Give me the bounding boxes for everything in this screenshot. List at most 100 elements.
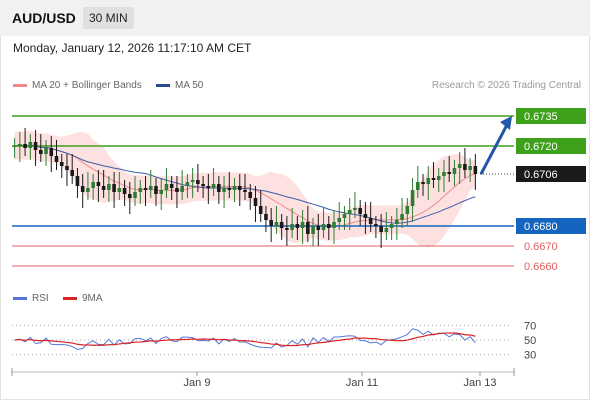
candle-body — [164, 184, 169, 190]
candle-body — [243, 190, 247, 192]
candle-body — [65, 166, 69, 170]
candle-body — [196, 180, 200, 184]
last-price-tag — [516, 166, 586, 182]
candle-body — [326, 224, 331, 228]
candle-body — [311, 226, 315, 234]
rsi-swatch — [13, 296, 27, 300]
candle-body — [154, 186, 158, 194]
candle-body — [368, 218, 373, 224]
candle-body — [374, 224, 378, 226]
candle-body — [285, 228, 289, 230]
ma50-swatch — [156, 83, 170, 87]
candle-body — [463, 164, 467, 170]
level-label: 0.6735 — [524, 111, 558, 123]
symbol-label: AUD/USD — [12, 10, 76, 26]
candle-body — [415, 182, 420, 190]
candle-body — [75, 176, 80, 186]
forecast-arrow-shaft — [479, 122, 510, 175]
level-tag-pivot — [516, 218, 586, 234]
candle-body — [59, 162, 64, 166]
x-tick-label: Jan 9 — [184, 377, 211, 389]
candle-body — [18, 144, 22, 146]
candle-body — [185, 182, 190, 186]
candle-body — [206, 186, 211, 188]
level-tag-resistance — [516, 138, 586, 154]
candle-body — [279, 222, 284, 228]
candle-body — [389, 224, 394, 228]
forecast-arrow-head — [500, 116, 512, 130]
x-tick-label: Jan 13 — [463, 377, 496, 389]
timestamp: Monday, January 12, 2026 11:17:10 AM CET — [13, 41, 252, 55]
candle-body — [400, 214, 404, 220]
candle-body — [436, 176, 441, 180]
candle-body — [405, 206, 410, 214]
candle-body — [227, 188, 232, 190]
ma20-swatch — [13, 83, 27, 87]
candle-body — [211, 184, 216, 188]
candle-body — [54, 156, 59, 162]
candle-body — [169, 184, 174, 188]
candle-body — [217, 184, 221, 192]
level-label: 0.6680 — [524, 221, 558, 233]
candle-body — [452, 168, 457, 174]
level-tag-resistance — [516, 108, 586, 124]
candle-body — [49, 148, 54, 156]
candle-body — [133, 192, 137, 198]
ma20-legend-label: MA 20 + Bollinger Bands — [32, 80, 142, 91]
rsi-legend-label: RSI — [32, 293, 49, 304]
timeframe-button[interactable]: 30 MIN — [83, 7, 134, 29]
candle-body — [457, 164, 462, 168]
candle-body — [117, 188, 122, 192]
candle-body — [264, 214, 268, 220]
candle-body — [332, 222, 336, 228]
candle-body — [44, 148, 48, 154]
research-credit: Research © 2026 Trading Central — [431, 80, 581, 91]
candle-body — [426, 178, 431, 184]
candle-body — [222, 188, 226, 192]
legend-ma50: MA 50 — [156, 80, 203, 91]
candle-body — [258, 206, 263, 214]
rsi-ma-legend-label: 9MA — [82, 293, 103, 304]
candle-body — [70, 170, 75, 176]
candle-body — [447, 172, 452, 174]
level-label: 0.6720 — [524, 141, 558, 153]
candle-body — [138, 188, 143, 192]
candle-body — [468, 166, 472, 170]
candle-body — [143, 188, 148, 190]
candle-body — [295, 224, 300, 228]
candle-body — [410, 190, 415, 206]
level-label: 0.6706 — [524, 169, 558, 181]
candle-body — [201, 184, 205, 186]
candle-body — [337, 218, 342, 222]
candle-body — [38, 150, 43, 154]
candle-body — [175, 188, 179, 192]
candle-body — [379, 226, 383, 232]
candle-body — [107, 184, 111, 190]
candle-body — [395, 220, 399, 224]
candle-body — [300, 222, 305, 228]
candle-body — [274, 222, 279, 226]
candle-body — [96, 182, 101, 186]
candle-body — [86, 188, 90, 192]
candle-body — [122, 188, 127, 194]
candle-body — [12, 146, 17, 147]
candle-body — [232, 186, 237, 190]
candle-body — [112, 184, 116, 192]
candle-body — [180, 186, 184, 192]
candle-body — [473, 166, 478, 174]
candle-body — [384, 228, 389, 232]
candle-body — [353, 208, 357, 210]
x-tick-label: Jan 11 — [346, 377, 378, 389]
candle-body — [316, 226, 321, 230]
ma50-legend-label: MA 50 — [175, 80, 204, 91]
legend-ma20: MA 20 + Bollinger Bands — [13, 80, 142, 91]
candle-body — [237, 186, 242, 190]
candle-body — [358, 208, 362, 214]
candle-body — [148, 186, 153, 190]
candle-body — [23, 144, 27, 148]
candle-body — [33, 142, 38, 150]
candle-body — [347, 210, 352, 214]
candle-body — [91, 182, 95, 188]
level-label: 0.6670 — [524, 241, 558, 253]
